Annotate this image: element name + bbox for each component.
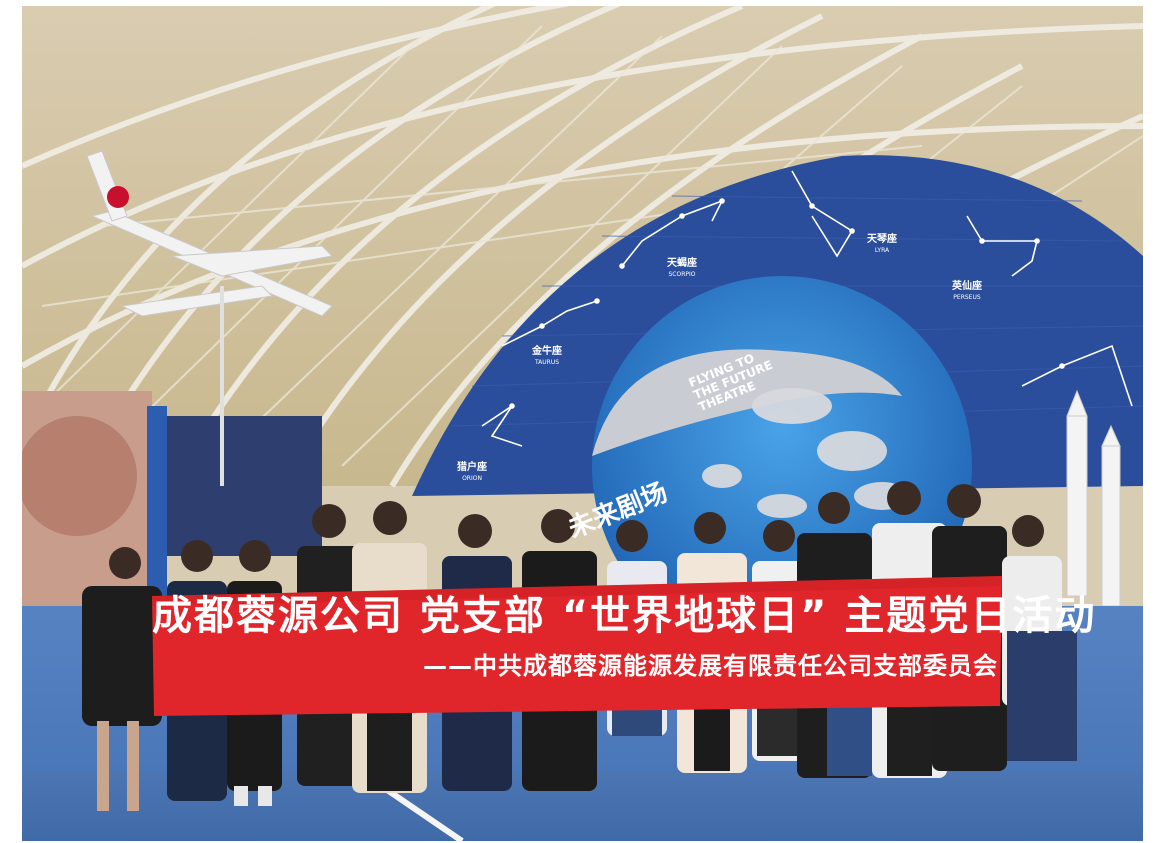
banner-title: 成都蓉源公司 党支部 “世界地球日” 主题党日活动 (152, 593, 1097, 639)
constellation-label: 天蝎座 SCORPIO (667, 258, 697, 278)
left-wall-pillar (147, 406, 167, 606)
event-group-photo: 未来剧场 FLYING TO THE FUTURE THEATRE 天蝎座 SCO… (22, 6, 1143, 841)
photo-scene (22, 6, 1143, 841)
constellation-lines (481, 170, 1133, 447)
space-panel (162, 416, 322, 556)
fetus-image (22, 416, 137, 536)
event-banner: 成都蓉源公司 党支部 “世界地球日” 主题党日活动 ——中共成都蓉源能源发展有限… (130, 571, 1094, 710)
banner-subtitle: ——中共成都蓉源能源发展有限责任公司支部委员会 (423, 652, 998, 680)
constellation-label: 猎户座 ORION (457, 462, 487, 482)
red-banner-cloth (152, 576, 1002, 716)
airline-logo (107, 186, 129, 208)
person (82, 547, 162, 811)
constellation-label: 英仙座 PERSEUS (952, 281, 982, 301)
airplane-model (86, 150, 334, 317)
constellation-label: 天琴座 LYRA (867, 234, 897, 254)
constellation-label: 金牛座 TAURUS (532, 346, 562, 366)
globe-silver-top (592, 349, 902, 456)
person (1002, 515, 1077, 761)
